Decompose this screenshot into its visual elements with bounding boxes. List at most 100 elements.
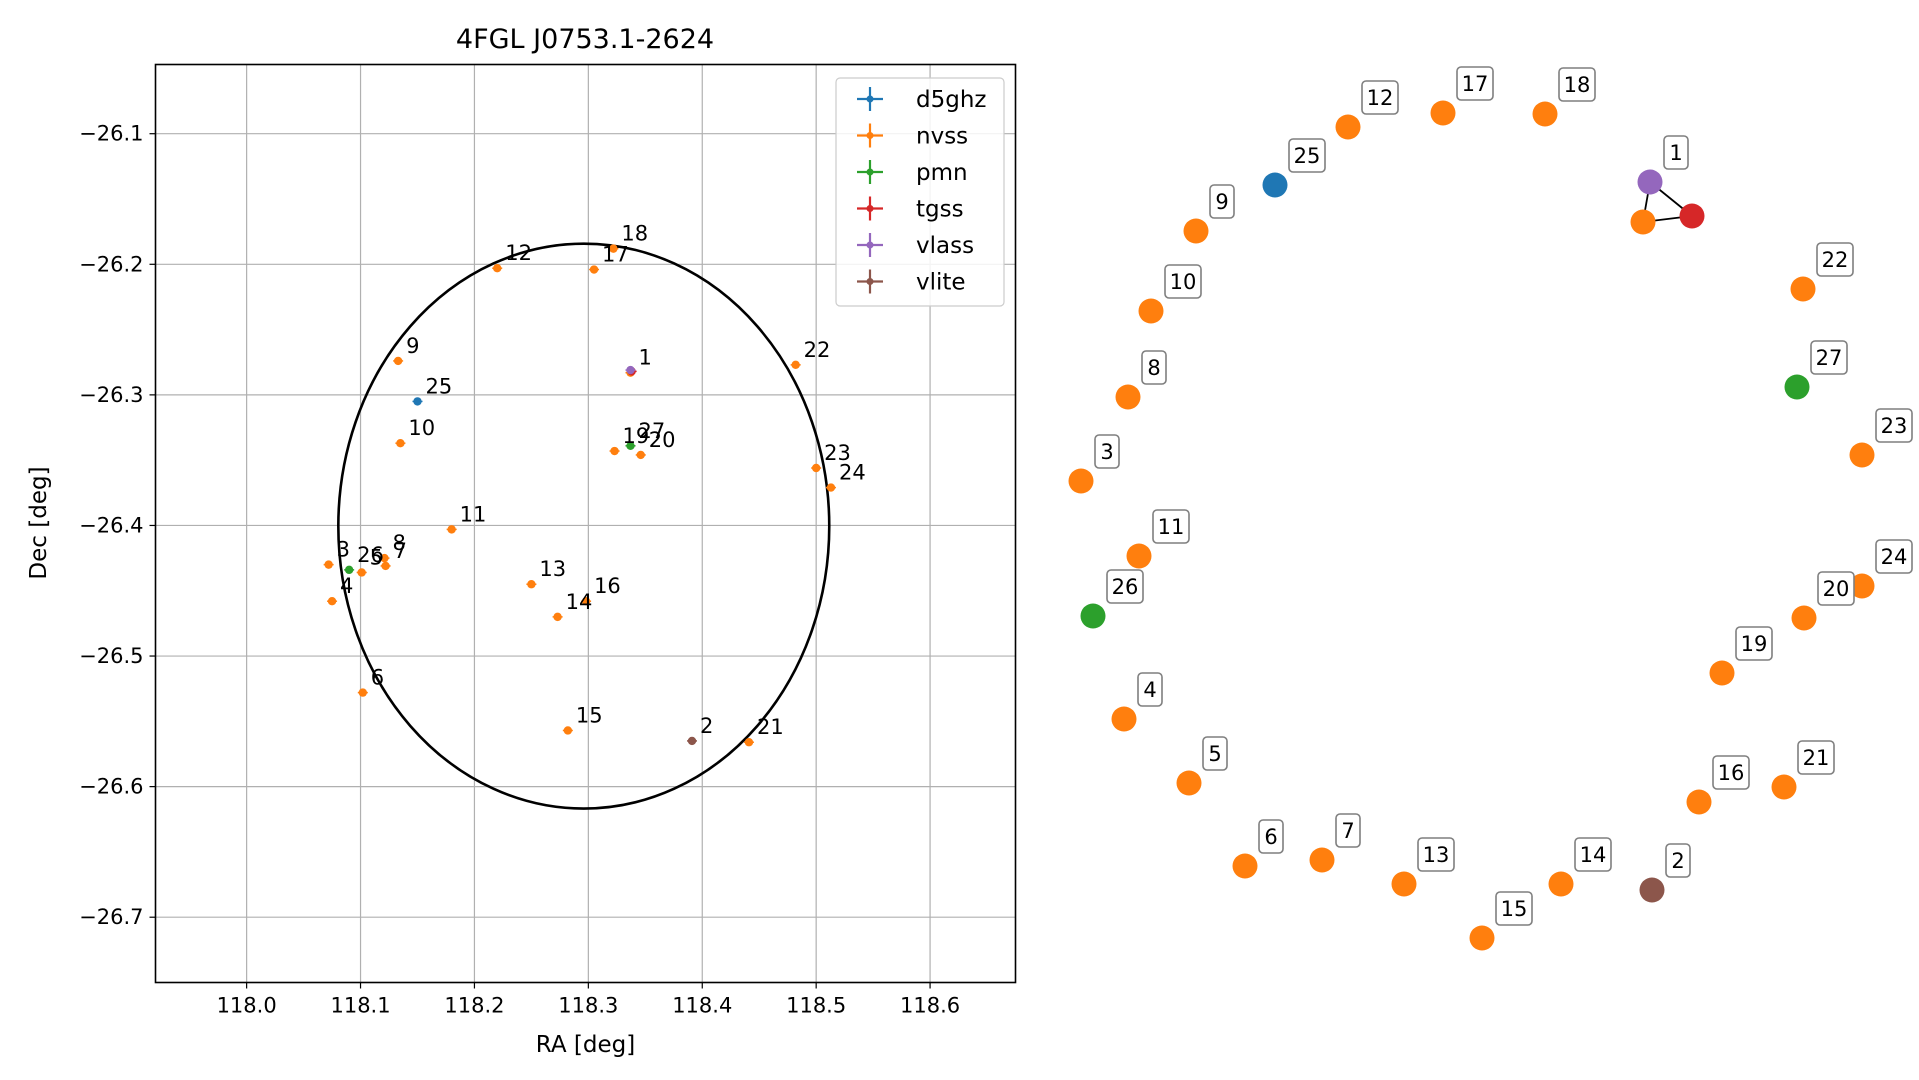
graph-node-label: 26	[1112, 575, 1139, 599]
legend: d5ghz nvss pmn tgss vlass vlite	[835, 77, 1005, 307]
axis-ticks: 118.0 118.1 118.2 118.3 118.4 118.5 118.6 −26.1…	[79, 122, 960, 1018]
graph-node	[1176, 770, 1202, 796]
graph-node-label-box	[1202, 736, 1228, 771]
data-point	[393, 356, 403, 366]
data-point	[744, 738, 754, 747]
y-tick-label: −26.4	[79, 513, 143, 537]
graph-node-label-box	[1495, 891, 1533, 926]
point-label: 21	[757, 715, 784, 739]
scatter-points	[323, 244, 836, 747]
graph-node	[1232, 853, 1258, 879]
graph-node-label-box	[1735, 626, 1773, 661]
data-point	[447, 525, 456, 534]
graph-node-label-box	[1417, 837, 1455, 872]
y-tick-label: −26.6	[79, 775, 143, 799]
graph-node	[1630, 209, 1656, 235]
legend-label: tgss	[916, 197, 964, 223]
graph-node-label-box	[1875, 408, 1913, 443]
data-point	[687, 736, 697, 746]
plot-frame	[154, 63, 1017, 984]
graph-node	[1111, 706, 1137, 732]
data-point	[581, 596, 591, 606]
graph-node-label-box	[1810, 340, 1848, 375]
x-tick-label: 118.4	[672, 994, 732, 1018]
graph-node-label: 15	[1501, 897, 1528, 921]
graph-node-label-box	[1141, 350, 1167, 385]
point-label: 1	[638, 346, 651, 370]
graph-node	[1637, 169, 1663, 195]
graph-node-label-box	[1574, 837, 1612, 872]
y-tick-label: −26.3	[79, 383, 143, 407]
point-label: 24	[839, 461, 866, 485]
point-label: 23	[824, 441, 851, 465]
graph-node-label: 8	[1147, 356, 1160, 380]
point-label: 11	[460, 502, 487, 526]
graph-node-label: 14	[1580, 843, 1607, 867]
graph-node-label-box	[1558, 67, 1596, 102]
data-point	[553, 612, 562, 622]
graph-node-label-box	[1817, 571, 1855, 606]
graph-node	[1469, 925, 1495, 951]
data-point	[610, 446, 619, 456]
graph-node-label: 11	[1158, 515, 1185, 539]
y-axis-label: Dec [deg]	[26, 466, 52, 579]
point-label: 7	[394, 539, 407, 563]
x-tick-label: 118.2	[444, 994, 504, 1018]
legend-marker	[866, 95, 874, 103]
graph-node	[1430, 100, 1456, 126]
graph-node-label: 2	[1671, 849, 1684, 873]
data-point	[327, 596, 337, 606]
graph-node-label-box	[1335, 813, 1361, 848]
graph-node-label: 3	[1100, 440, 1113, 464]
data-point	[344, 565, 354, 575]
graph-node-label-box	[1094, 434, 1120, 469]
legend-label: pmn	[916, 160, 968, 186]
graph-node	[1791, 605, 1817, 631]
graph-node	[1679, 203, 1705, 229]
chart-title: 4FGL J0753.1-2624	[456, 24, 714, 55]
legend-marker	[866, 168, 874, 176]
graph-node	[1849, 573, 1875, 599]
legend-label: vlite	[916, 270, 966, 296]
point-label: 8	[392, 531, 405, 555]
graph-node-label: 23	[1881, 414, 1908, 438]
graph-node-label-box	[1665, 843, 1691, 878]
point-label: 16	[594, 574, 621, 598]
graph-node-label: 5	[1208, 742, 1221, 766]
point-label: 20	[649, 428, 676, 452]
data-point	[626, 441, 635, 451]
graph-node	[1126, 543, 1152, 569]
graph-node-label: 22	[1822, 248, 1849, 272]
grid-lines	[155, 64, 1016, 983]
graph-node	[1068, 468, 1094, 494]
y-tick-label: −26.7	[79, 905, 143, 929]
localization-circle-outline	[337, 242, 831, 810]
point-label: 15	[576, 703, 603, 727]
graph-node	[1262, 172, 1288, 198]
graph-node	[1391, 871, 1417, 897]
graph-node	[1532, 101, 1558, 127]
x-tick-label: 118.5	[786, 994, 846, 1018]
point-label: 27	[638, 419, 665, 443]
point-label: 14	[566, 590, 593, 614]
graph-node	[1849, 442, 1875, 468]
x-axis-label: RA [deg]	[536, 1032, 635, 1058]
data-point	[527, 580, 536, 589]
graph-node	[1784, 374, 1810, 400]
point-label: 12	[505, 241, 532, 265]
graph-node-label: 7	[1341, 819, 1354, 843]
graph-node	[1790, 276, 1816, 302]
graph-node-label-box	[1816, 242, 1854, 277]
legend-label: vlass	[916, 233, 974, 259]
point-label: 2	[700, 714, 713, 738]
point-label: 17	[602, 243, 629, 267]
graph-node-label: 17	[1462, 72, 1489, 96]
graph-node-label: 20	[1823, 577, 1850, 601]
data-point	[396, 438, 405, 448]
graph-node-label-box	[1209, 184, 1235, 219]
point-label: 18	[621, 222, 648, 246]
x-tick-label: 118.0	[217, 994, 277, 1018]
graph-node-label: 19	[1741, 632, 1768, 656]
